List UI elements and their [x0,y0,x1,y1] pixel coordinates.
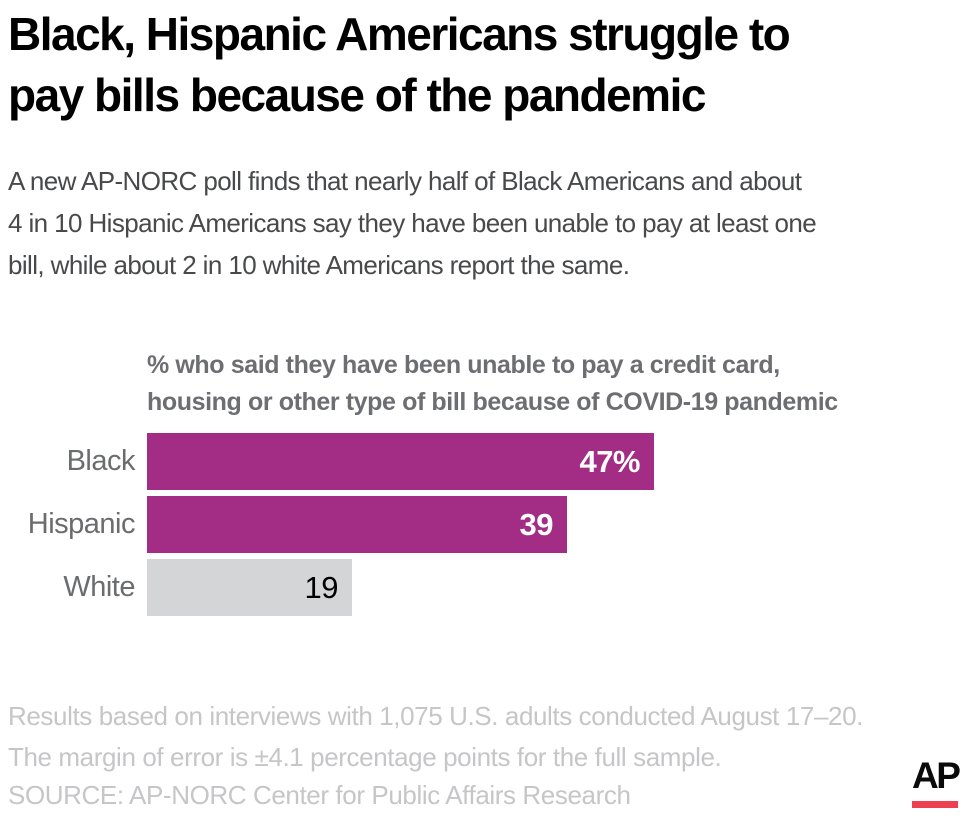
page-title-line-1: Black, Hispanic Americans struggle to [8,8,791,60]
subtitle-line-1: A new AP-NORC poll finds that nearly hal… [8,166,802,196]
category-label: Hispanic [27,508,136,540]
value-label: 47% [579,443,640,479]
footnote: Results based on interviews with 1,075 U… [8,696,958,778]
chart-title-line-2: housing or other type of bill because of… [147,388,838,416]
subtitle: A new AP-NORC poll finds that nearly hal… [8,160,958,286]
bar-row: Hispanic 39 [0,496,966,553]
bar-row: White 19 [0,559,966,616]
bar: 39 [147,496,567,553]
page-title: Black, Hispanic Americans struggle to pa… [8,4,958,126]
category-label: Black [66,445,136,477]
ap-logo: AP [912,755,961,808]
chart-title: % who said they have been unable to pay … [147,347,957,421]
page-title-line-2: pay bills because of the pandemic [8,69,706,121]
footnote-line-1: Results based on interviews with 1,075 U… [8,701,863,731]
value-label: 19 [304,569,339,605]
ap-logo-underline [912,801,958,808]
subtitle-line-2: 4 in 10 Hispanic Americans say they have… [8,208,817,238]
bar-chart: Black 47% Hispanic 39 White 19 [0,433,966,622]
bar: 19 [147,559,352,616]
chart-title-line-1: % who said they have been unable to pay … [147,351,780,379]
bar-row: Black 47% [0,433,966,490]
source-line: SOURCE: AP-NORC Center for Public Affair… [8,780,631,810]
subtitle-line-3: bill, while about 2 in 10 white American… [8,250,630,280]
footnote-line-2: The margin of error is ±4.1 percentage p… [8,742,722,772]
value-label: 39 [519,506,554,542]
category-label: White [63,571,135,603]
ap-logo-text: AP [912,755,961,796]
bar: 47% [147,433,654,490]
